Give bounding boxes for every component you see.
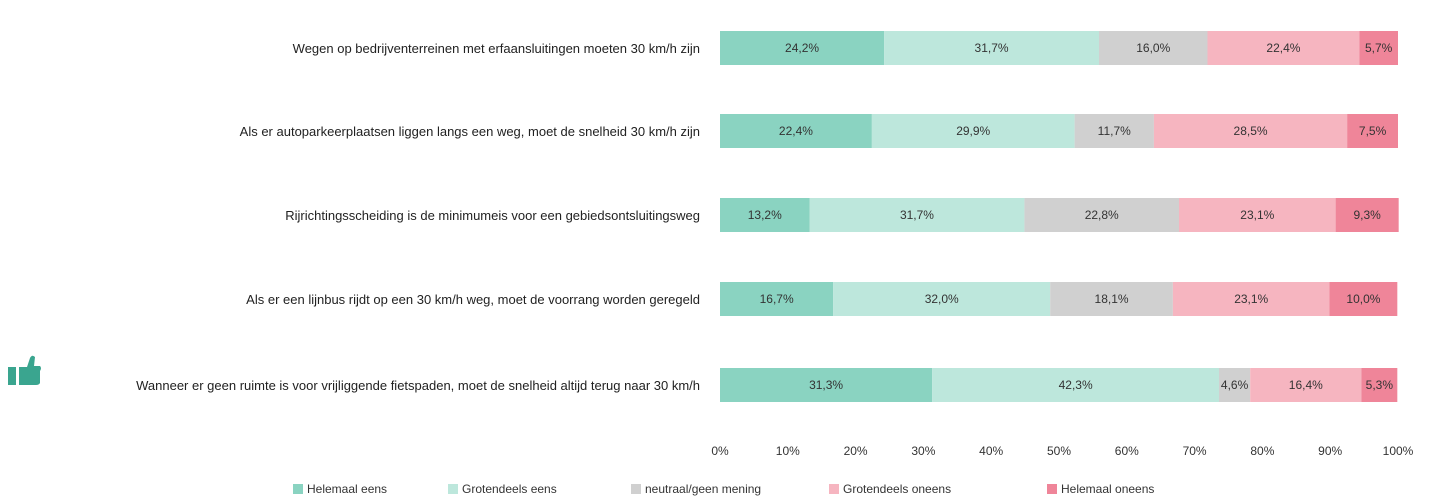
x-tick-label: 20%	[844, 444, 868, 458]
data-label: 28,5%	[1234, 124, 1268, 138]
legend-label: neutraal/geen mening	[645, 482, 761, 496]
category-label: Als er een lijnbus rijdt op een 30 km/h …	[246, 291, 700, 307]
bar-segment	[1050, 282, 1173, 316]
x-tick-label: 10%	[776, 444, 800, 458]
bar-segment	[1024, 198, 1180, 232]
bar-segment	[720, 114, 872, 148]
data-label: 4,6%	[1221, 378, 1249, 392]
bar-segment	[1179, 198, 1336, 232]
data-label: 10,0%	[1346, 292, 1380, 306]
bar-segment	[1153, 114, 1348, 148]
data-label: 5,7%	[1365, 41, 1393, 55]
bar-segment	[720, 31, 885, 65]
bar-segment	[1329, 282, 1398, 316]
legend-label: Helemaal oneens	[1061, 482, 1154, 496]
data-label: 9,3%	[1353, 208, 1381, 222]
legend-swatch	[1047, 484, 1057, 494]
data-label: 7,5%	[1359, 124, 1387, 138]
thumbs-up-icon	[8, 355, 41, 385]
data-label: 22,4%	[779, 124, 813, 138]
data-label: 42,3%	[1059, 378, 1093, 392]
x-tick-label: 30%	[911, 444, 935, 458]
bar-segment	[871, 114, 1075, 148]
data-label: 16,7%	[760, 292, 794, 306]
legend-swatch	[448, 484, 458, 494]
x-tick-label: 90%	[1318, 444, 1342, 458]
data-label: 23,1%	[1240, 208, 1274, 222]
data-label: 29,9%	[956, 124, 990, 138]
data-label: 11,7%	[1098, 124, 1131, 138]
x-tick-label: 50%	[1047, 444, 1071, 458]
data-label: 31,7%	[900, 208, 934, 222]
bar-segment	[833, 282, 1051, 316]
legend-label: Helemaal eens	[307, 482, 387, 496]
bar-segment	[1361, 368, 1398, 402]
bar-segment	[1172, 282, 1330, 316]
data-label: 22,8%	[1085, 208, 1119, 222]
legend-swatch	[293, 484, 303, 494]
legend-swatch	[829, 484, 839, 494]
bar-segment	[884, 31, 1100, 65]
x-tick-label: 40%	[979, 444, 1003, 458]
category-label: Wegen op bedrijventerreinen met erfaansl…	[292, 40, 700, 56]
bar-segment	[1335, 198, 1399, 232]
data-label: 16,4%	[1289, 378, 1323, 392]
x-tick-label: 80%	[1250, 444, 1274, 458]
data-label: 31,3%	[809, 378, 843, 392]
bar-segment	[720, 368, 933, 402]
data-label: 23,1%	[1234, 292, 1268, 306]
x-tick-label: 70%	[1183, 444, 1207, 458]
legend-label: Grotendeels oneens	[843, 482, 951, 496]
category-label: Rijrichtingsscheiding is de minimumeis v…	[285, 207, 700, 223]
bar-segment	[1347, 114, 1398, 148]
legend-label: Grotendeels eens	[462, 482, 557, 496]
data-label: 22,4%	[1266, 41, 1300, 55]
bar-segment	[1074, 114, 1154, 148]
data-label: 31,7%	[975, 41, 1009, 55]
bar-segment	[1099, 31, 1208, 65]
data-label: 18,1%	[1095, 292, 1129, 306]
data-label: 5,3%	[1366, 378, 1394, 392]
bar-segment	[932, 368, 1220, 402]
bar-segment	[1359, 31, 1398, 65]
legend-swatch	[631, 484, 641, 494]
data-label: 16,0%	[1136, 41, 1170, 55]
bar-segment	[1207, 31, 1360, 65]
data-label: 13,2%	[748, 208, 782, 222]
x-tick-label: 0%	[711, 444, 729, 458]
bar-segment	[720, 198, 810, 232]
bar-segment	[1219, 368, 1251, 402]
x-tick-label: 100%	[1383, 444, 1414, 458]
data-label: 32,0%	[925, 292, 959, 306]
bar-segment	[809, 198, 1025, 232]
category-label: Wanneer er geen ruimte is voor vrijligge…	[136, 377, 700, 393]
data-label: 24,2%	[785, 41, 819, 55]
bar-segment	[720, 282, 834, 316]
bar-segment	[1250, 368, 1362, 402]
category-label: Als er autoparkeerplaatsen liggen langs …	[239, 123, 700, 139]
x-tick-label: 60%	[1115, 444, 1139, 458]
